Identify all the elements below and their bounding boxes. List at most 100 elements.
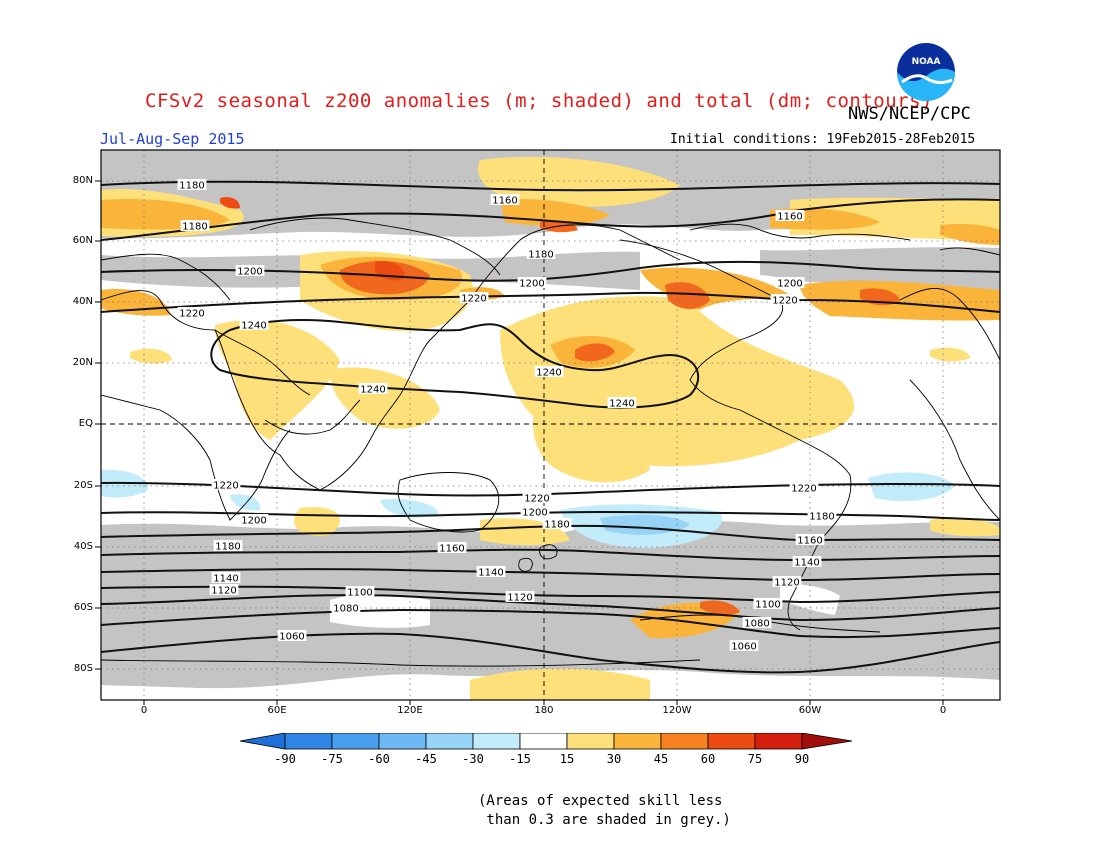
contour-label-box	[729, 640, 759, 651]
colorbar-label: -30	[462, 752, 484, 766]
contour-label: 1240	[536, 368, 561, 379]
contour-label: 1240	[241, 321, 266, 332]
colorbar-cell	[519, 733, 568, 750]
lon-label: 120E	[397, 705, 423, 716]
contour-label-box	[542, 518, 572, 529]
contour-label-box	[213, 540, 243, 551]
reference-lines	[101, 150, 1000, 700]
contour-label-box	[517, 277, 547, 288]
colorbar-cell	[660, 733, 709, 750]
contour-label-box	[607, 397, 637, 408]
contour-label: 1220	[179, 309, 204, 320]
skill-footnote: (Areas of expected skill less than 0.3 a…	[478, 793, 731, 828]
contour-label-box	[807, 510, 837, 521]
colorbar-cell	[754, 733, 803, 750]
contour-label-box	[277, 630, 307, 641]
colorbar-label: 30	[606, 752, 622, 766]
colorbar-label: 60	[700, 752, 716, 766]
contour-label: 1180	[182, 222, 207, 233]
colorbar-cell	[425, 733, 474, 750]
colorbar-label: 75	[747, 752, 763, 766]
colorbar-cell	[331, 733, 380, 750]
contour-label-box	[526, 248, 556, 259]
contour-label-box	[345, 586, 375, 597]
contour-label-box	[239, 319, 269, 330]
contour-label-box	[177, 307, 207, 318]
contour-label-box	[770, 294, 800, 305]
contour-label: 1200	[237, 267, 262, 278]
svg-text:NOAA: NOAA	[912, 57, 941, 67]
contour-label: 1160	[777, 212, 802, 223]
colorbar-cell	[284, 733, 333, 750]
colorbar-label: -90	[274, 752, 296, 766]
contour-label-box	[742, 617, 772, 628]
contour-label: 1140	[794, 558, 819, 569]
colorbar-label: -45	[415, 752, 437, 766]
agency-label: NWS/NCEP/CPC	[848, 104, 971, 124]
contour-label-box	[239, 514, 269, 525]
initial-conditions-label: Initial conditions: 19Feb2015-28Feb2015	[670, 132, 976, 147]
contour-label: 1200	[519, 279, 544, 290]
contour-label: 1180	[544, 520, 569, 531]
lat-label: 40N	[72, 296, 93, 307]
contour-label-box	[490, 194, 520, 205]
contour-label: 1120	[774, 578, 799, 589]
lon-label: 0	[140, 705, 148, 716]
contour-label-box	[505, 591, 535, 602]
lat-label: 40S	[73, 541, 93, 552]
contour-label: 1160	[439, 544, 464, 555]
contour-label: 1160	[797, 536, 822, 547]
lon-label: 0	[939, 705, 947, 716]
contour-label: 1240	[360, 385, 385, 396]
contour-label: 1100	[755, 600, 780, 611]
lon-label: 120W	[662, 705, 692, 716]
contour-label: 1080	[744, 619, 769, 630]
contour-label: 1200	[522, 508, 547, 519]
contour-label: 1140	[213, 574, 238, 585]
lat-label: 20N	[72, 357, 93, 368]
colorbar-label: -15	[509, 752, 531, 766]
lon-label: 180	[534, 705, 554, 716]
colorbar-cell	[801, 733, 853, 750]
lon-label: 60E	[267, 705, 287, 716]
lat-label: 20S	[73, 480, 93, 491]
contour-label: 1180	[215, 542, 240, 553]
contour-label-box	[753, 598, 783, 609]
colorbar-cell	[566, 733, 615, 750]
map-frame	[100, 149, 1001, 701]
contour-label-box	[235, 265, 265, 276]
contour-label-box	[775, 277, 805, 288]
colorbar-label: 15	[559, 752, 575, 766]
lon-label: 60W	[798, 705, 822, 716]
colorbar-cell	[378, 733, 427, 750]
colorbar-label: -75	[321, 752, 343, 766]
noaa-logo: NOAA	[897, 43, 955, 101]
contour-label: 1080	[333, 604, 358, 615]
colorbar-label: 90	[794, 752, 810, 766]
colorbar-cell	[707, 733, 756, 750]
contour-label: 1200	[241, 516, 266, 527]
contour-label-box	[437, 542, 467, 553]
lat-label: 80S	[73, 663, 93, 674]
contour-label: 1220	[524, 494, 549, 505]
contour-label: 1220	[791, 484, 816, 495]
contour-label: 1060	[279, 632, 304, 643]
contour-label: 1220	[213, 481, 238, 492]
contour-label-box	[775, 210, 805, 221]
contour-label-box	[520, 506, 550, 517]
contour-label-box	[772, 576, 802, 587]
lat-label: EQ	[78, 418, 93, 429]
contour-label-box	[209, 584, 239, 595]
contour-label-box	[331, 602, 361, 613]
lat-label: 60N	[72, 235, 93, 246]
contour-label: 1120	[211, 586, 236, 597]
lat-label: 60S	[73, 602, 93, 613]
season-label: Jul-Aug-Sep 2015	[100, 130, 245, 148]
colorbar-cell	[472, 733, 521, 750]
colorbar-cells	[240, 733, 853, 750]
contour-label-box	[792, 556, 822, 567]
contour-label: 1100	[347, 588, 372, 599]
colorbar-cell	[613, 733, 662, 750]
contour-label: 1140	[478, 568, 503, 579]
